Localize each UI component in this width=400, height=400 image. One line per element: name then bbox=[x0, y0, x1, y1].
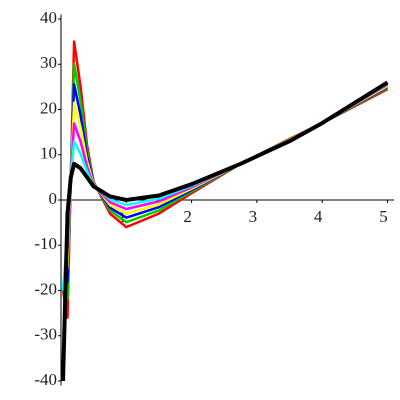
y-tick-label: -30 bbox=[34, 325, 57, 344]
y-tick-label: -40 bbox=[34, 370, 57, 389]
y-tick-label: 20 bbox=[40, 98, 57, 117]
series-line bbox=[61, 80, 389, 382]
y-tick-label: -10 bbox=[34, 234, 57, 253]
series-line bbox=[61, 40, 389, 319]
y-tick-label: 10 bbox=[40, 144, 57, 163]
series-line bbox=[61, 62, 389, 301]
series-line bbox=[61, 82, 389, 292]
x-tick-label: 2 bbox=[183, 207, 192, 226]
series-line bbox=[61, 84, 389, 291]
y-tick-label: 40 bbox=[40, 8, 57, 27]
y-tick-label: 30 bbox=[40, 53, 57, 72]
y-tick-label: -20 bbox=[34, 279, 57, 298]
x-tick-label: 4 bbox=[314, 207, 323, 226]
x-tick-label: 3 bbox=[249, 207, 258, 226]
y-tick-label: 0 bbox=[49, 189, 58, 208]
x-tick-label: 5 bbox=[379, 207, 388, 226]
